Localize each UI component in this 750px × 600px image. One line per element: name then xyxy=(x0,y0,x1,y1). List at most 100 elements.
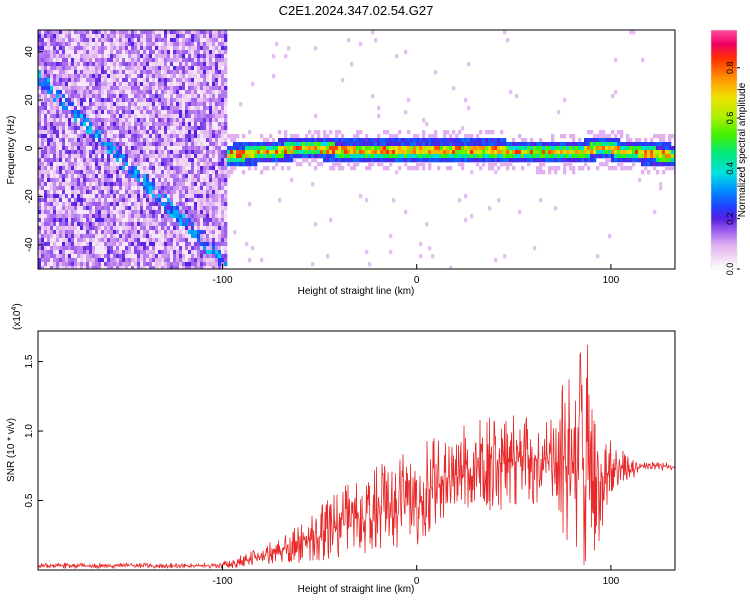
heatmap-cell xyxy=(62,266,66,269)
heatmap-cell xyxy=(335,130,339,135)
heatmap-cell xyxy=(59,230,63,235)
heatmap-cell xyxy=(161,230,165,235)
heatmap-cell xyxy=(185,262,189,267)
heatmap-cell xyxy=(323,142,327,147)
heatmap-cell xyxy=(98,238,102,243)
heatmap-cell xyxy=(41,250,45,255)
heatmap-cell xyxy=(170,110,174,115)
heatmap-cell xyxy=(53,154,57,159)
heatmap-cell xyxy=(596,166,600,171)
heatmap-cell xyxy=(170,198,174,203)
heatmap-cell xyxy=(527,142,531,147)
heatmap-cell xyxy=(248,202,252,207)
heatmap-cell xyxy=(221,30,225,35)
heatmap-cell xyxy=(674,170,675,175)
heatmap-cell xyxy=(392,134,396,139)
heatmap-cell xyxy=(104,214,108,219)
heatmap-cell xyxy=(128,58,132,63)
heatmap-cell xyxy=(209,218,213,223)
heatmap-cell xyxy=(47,134,51,139)
heatmap-cell xyxy=(80,194,84,199)
heatmap-cell xyxy=(128,50,132,55)
heatmap-cell xyxy=(110,262,114,267)
heatmap-cell xyxy=(140,106,144,111)
heatmap-cell xyxy=(71,194,75,199)
heatmap-cell xyxy=(155,146,159,151)
heatmap-cell xyxy=(224,210,228,215)
heatmap-cell xyxy=(77,158,81,163)
heatmap-cell xyxy=(149,70,153,75)
heatmap-cell xyxy=(146,122,150,127)
heatmap-cell xyxy=(461,138,465,143)
heatmap-cell xyxy=(110,190,114,195)
heatmap-cell xyxy=(449,166,453,171)
heatmap-cell xyxy=(74,174,78,179)
heatmap-cell xyxy=(155,130,159,135)
heatmap-cell xyxy=(86,222,90,227)
heatmap-cell xyxy=(338,130,342,135)
heatmap-cell xyxy=(116,78,120,83)
heatmap-cell xyxy=(110,162,114,167)
heatmap-cell xyxy=(194,86,198,91)
heatmap-cell xyxy=(50,198,54,203)
heatmap-cell xyxy=(218,70,222,75)
heatmap-cell xyxy=(224,162,228,167)
heatmap-cell xyxy=(110,206,114,211)
heatmap-cell xyxy=(185,126,189,131)
heatmap-cell xyxy=(413,154,417,159)
heatmap-cell xyxy=(203,98,207,103)
heatmap-cell xyxy=(137,206,141,211)
heatmap-cell xyxy=(218,126,222,131)
heatmap-cell xyxy=(206,166,210,171)
heatmap-cell xyxy=(209,262,213,267)
heatmap-cell xyxy=(335,150,339,155)
heatmap-cell xyxy=(44,190,48,195)
heatmap-cell xyxy=(209,138,213,143)
heatmap-cell xyxy=(335,154,339,159)
heatmap-cell xyxy=(494,258,498,263)
heatmap-cell xyxy=(446,130,450,135)
heatmap-cell xyxy=(176,238,180,243)
heatmap-cell xyxy=(224,42,228,47)
heatmap-cell xyxy=(671,162,675,167)
heatmap-cell xyxy=(218,82,222,87)
heatmap-cell xyxy=(194,130,198,135)
heatmap-cell xyxy=(182,54,186,59)
heatmap-cell xyxy=(218,166,222,171)
heatmap-cell xyxy=(314,146,318,151)
heatmap-cell xyxy=(554,142,558,147)
heatmap-cell xyxy=(440,142,444,147)
heatmap-cell xyxy=(137,30,141,35)
heatmap-cell xyxy=(149,162,153,167)
heatmap-cell xyxy=(173,118,177,123)
heatmap-cell xyxy=(323,138,327,143)
heatmap-cell xyxy=(86,122,90,127)
heatmap-cell xyxy=(77,122,81,127)
heatmap-cell xyxy=(107,94,111,99)
heatmap-cell xyxy=(140,98,144,103)
heatmap-cell xyxy=(146,258,150,263)
heatmap-cell xyxy=(77,266,81,269)
heatmap-cell xyxy=(278,158,282,163)
heatmap-cell xyxy=(140,138,144,143)
heatmap-cell xyxy=(212,210,216,215)
heatmap-cell xyxy=(419,162,423,167)
heatmap-cell xyxy=(116,114,120,119)
heatmap-cell xyxy=(173,238,177,243)
heatmap-cell xyxy=(383,142,387,147)
heatmap-cell xyxy=(155,242,159,247)
heatmap-cell xyxy=(140,170,144,175)
heatmap-cell xyxy=(152,238,156,243)
heatmap-cell xyxy=(71,34,75,39)
heatmap-cell xyxy=(206,146,210,151)
heatmap-cell xyxy=(122,90,126,95)
heatmap-cell xyxy=(314,130,318,135)
heatmap-cell xyxy=(89,62,93,67)
heatmap-cell xyxy=(59,30,63,35)
heatmap-cell xyxy=(215,30,219,35)
heatmap-cell xyxy=(668,162,672,167)
heatmap-cell xyxy=(602,154,606,159)
heatmap-cell xyxy=(122,266,126,269)
heatmap-cell xyxy=(212,134,216,139)
heatmap-cell xyxy=(110,234,114,239)
